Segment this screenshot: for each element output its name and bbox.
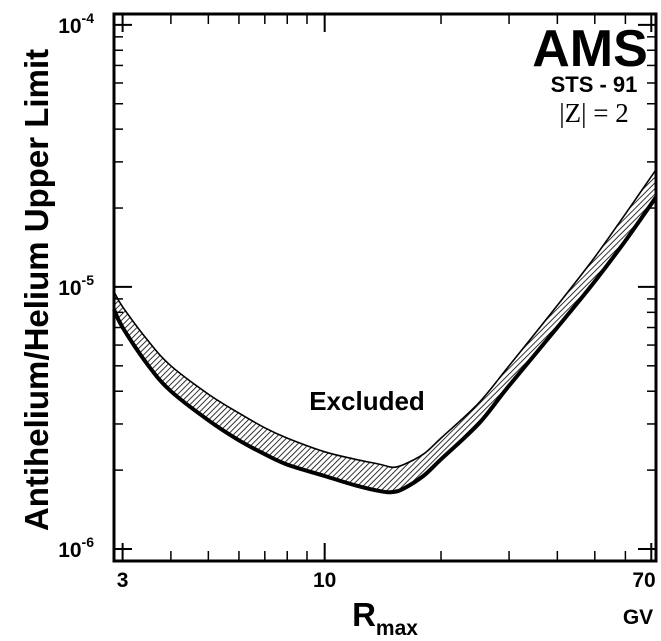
experiment-label: AMS	[532, 20, 648, 78]
y-tick-label-1e-6: 10-6	[58, 534, 94, 562]
y-tick-base: 10	[58, 15, 81, 38]
y-tick-base: 10	[58, 539, 81, 562]
y-tick-exponent: -5	[82, 272, 95, 288]
lower-limit-curve	[112, 196, 658, 495]
x-tick-label-3: 3	[117, 569, 129, 592]
upper-limit-curve	[113, 169, 657, 469]
y-tick-label-1e-5: 10-5	[58, 272, 94, 300]
y-tick-label-1e-4: 10-4	[58, 10, 94, 38]
x-tick-label-10: 10	[313, 569, 336, 592]
x-axis-label: Rmax	[352, 596, 418, 640]
y-tick-base: 10	[58, 277, 81, 300]
major-ticks	[114, 14, 656, 561]
y-tick-exponent: -6	[82, 534, 95, 550]
x-axis-unit: GV	[623, 606, 653, 629]
x-axis-label-main: R	[352, 596, 376, 633]
charge-label: |Z| = 2	[559, 98, 629, 128]
x-axis-label-subscript: max	[376, 617, 418, 640]
mission-label: STS - 91	[551, 72, 638, 97]
excluded-band-hatching	[114, 169, 656, 493]
excluded-region-label: Excluded	[309, 386, 425, 416]
y-axis-label: Antihelium/Helium Upper Limit	[18, 49, 55, 531]
y-tick-exponent: -4	[82, 10, 95, 26]
x-tick-label-70: 70	[632, 569, 655, 592]
